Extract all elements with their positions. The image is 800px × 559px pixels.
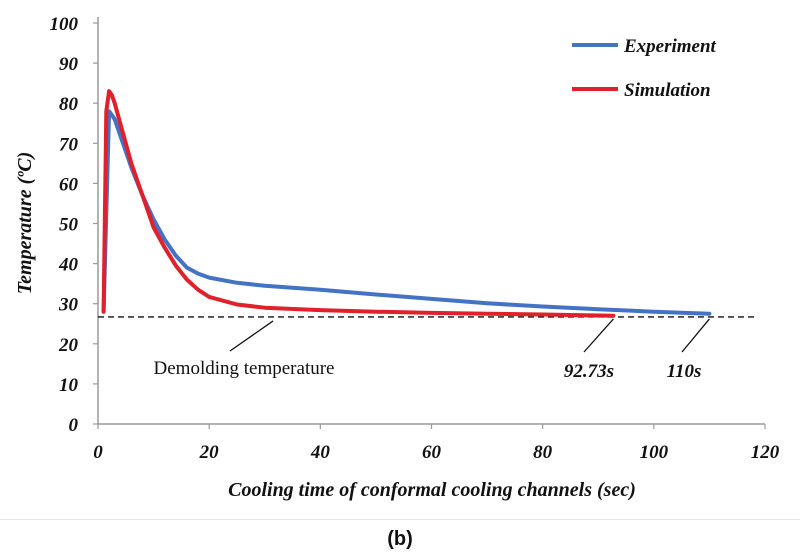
legend-label-experiment: Experiment — [623, 36, 717, 57]
annotations-layer: Demolding temperature 92.73s 110s — [154, 318, 710, 382]
legend-label-simulation: Simulation — [624, 80, 711, 101]
demolding-pointer-line — [229, 320, 274, 352]
x-axis-title: Cooling time of conformal cooling channe… — [228, 479, 636, 501]
figure-caption: (b) — [0, 519, 800, 559]
experiment-end-pointer-line — [681, 318, 710, 353]
simulation-end-pointer-line — [583, 318, 614, 353]
series-line-experiment — [101, 109, 712, 316]
experiment-end-annotation: 110s — [667, 361, 702, 382]
y-tick-label: 90 — [59, 54, 79, 75]
x-tick-label: 60 — [422, 442, 442, 463]
y-tick-label: 100 — [50, 14, 79, 35]
y-tick-label: 20 — [58, 335, 79, 356]
legend: Experiment Simulation — [572, 36, 717, 101]
chart-axes: 0 10 20 30 40 50 60 70 80 90 100 0 20 40 60 80 100 120 — [50, 14, 780, 463]
y-tick-label: 10 — [59, 375, 79, 396]
demolding-annotation: Demolding temperature — [154, 358, 335, 379]
y-tick-label: 30 — [58, 295, 79, 316]
y-tick-label: 80 — [59, 94, 79, 115]
y-tick-label: 40 — [58, 255, 79, 276]
y-tick-label: 70 — [59, 134, 79, 155]
x-tick-label: 80 — [533, 442, 553, 463]
y-tick-label: 60 — [59, 174, 79, 195]
x-tick-label: 120 — [751, 442, 780, 463]
x-tick-label: 20 — [199, 442, 220, 463]
y-axis-title: Temperature (ºC) — [14, 152, 36, 294]
series-lines — [101, 89, 712, 318]
x-tick-label: 100 — [640, 442, 669, 463]
line-chart: 0 10 20 30 40 50 60 70 80 90 100 0 20 40 60 80 100 120 De… — [14, 14, 780, 501]
y-tick-label: 0 — [69, 415, 79, 436]
x-tick-label: 40 — [310, 442, 331, 463]
series-line-simulation — [101, 89, 616, 318]
simulation-end-annotation: 92.73s — [564, 361, 614, 382]
x-tick-label: 0 — [93, 442, 103, 463]
y-tick-label: 50 — [59, 215, 79, 236]
